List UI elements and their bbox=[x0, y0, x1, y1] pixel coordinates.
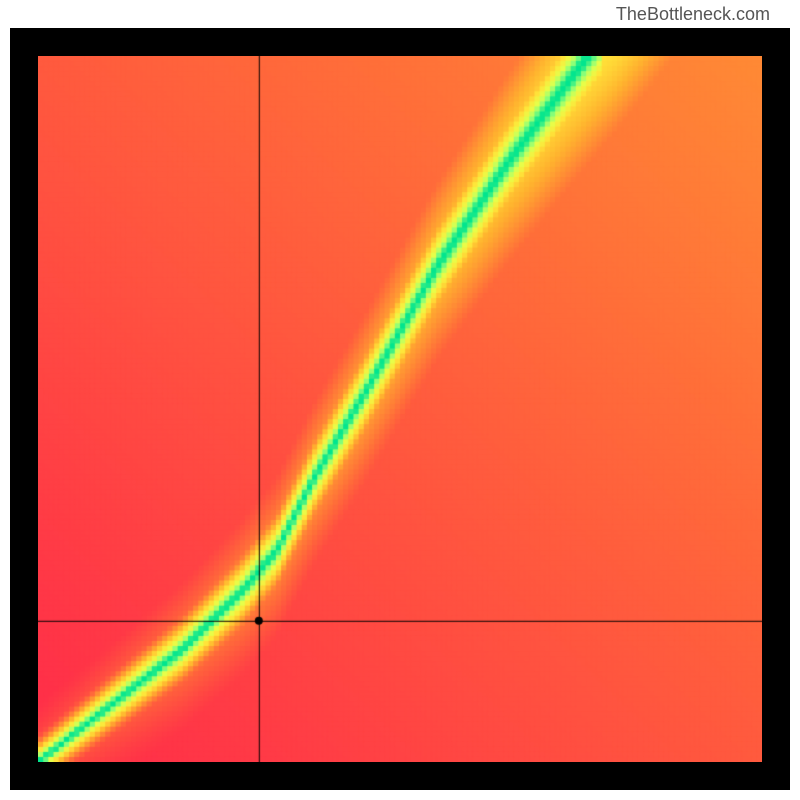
attribution-text: TheBottleneck.com bbox=[616, 4, 770, 25]
crosshair-overlay bbox=[38, 56, 762, 762]
chart-container: TheBottleneck.com bbox=[0, 0, 800, 800]
plot-frame bbox=[10, 28, 790, 790]
